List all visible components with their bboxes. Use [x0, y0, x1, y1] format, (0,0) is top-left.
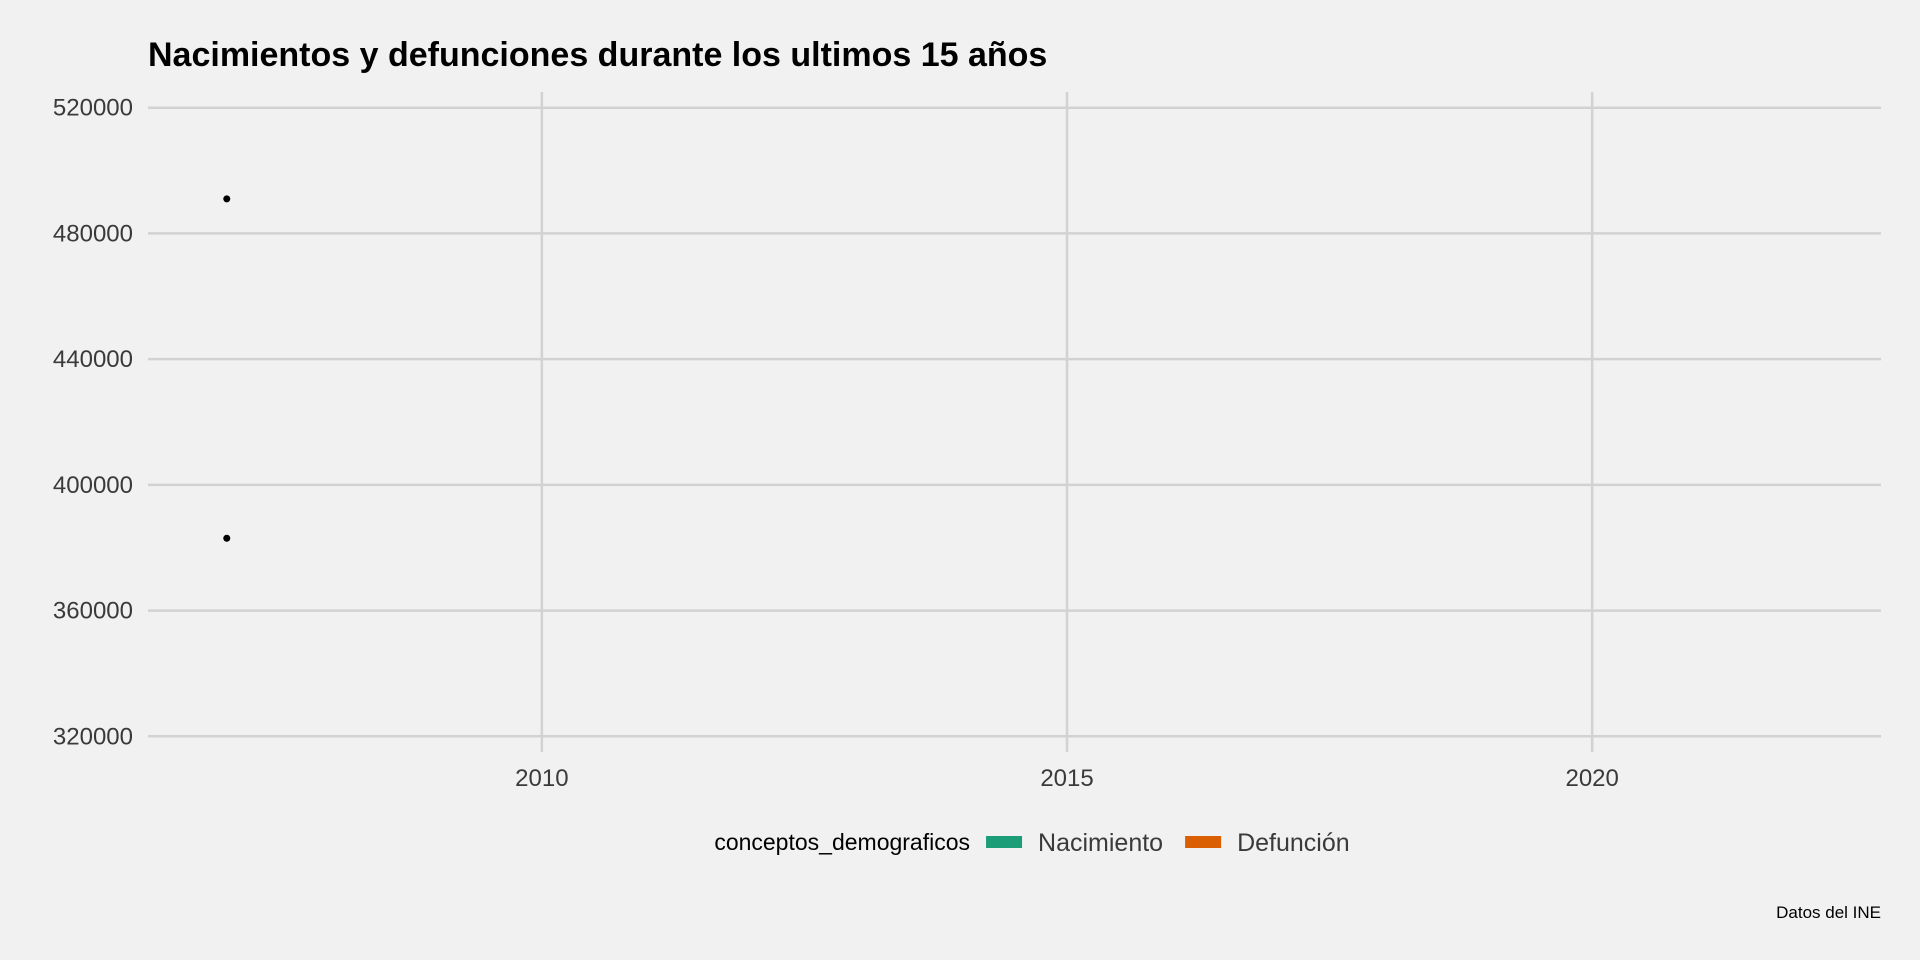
y-tick-label: 520000	[53, 95, 133, 122]
legend: conceptos_demograficos Nacimiento Defunció…	[714, 829, 1349, 857]
y-tick-label: 360000	[53, 598, 133, 625]
grid-lines	[148, 92, 1881, 752]
x-tick-label: 2010	[515, 765, 568, 792]
y-tick-label: 320000	[53, 723, 133, 750]
legend-key-defuncion	[1185, 836, 1222, 848]
x-tick-label: 2020	[1565, 765, 1618, 792]
chart-title: Nacimientos y defunciones durante los ul…	[148, 36, 1047, 74]
x-tick-label: 2015	[1040, 765, 1093, 792]
legend-label-nacimiento: Nacimiento	[1038, 829, 1163, 857]
data-point-defuncion	[223, 534, 231, 542]
legend-label-defuncion: Defunción	[1237, 829, 1350, 857]
data-point-nacimiento	[223, 195, 231, 203]
data-points	[223, 195, 231, 542]
y-tick-label: 440000	[53, 346, 133, 373]
legend-key-nacimiento	[986, 836, 1023, 848]
x-axis-ticks: 2010 2015 2020	[515, 765, 1619, 792]
y-tick-label: 400000	[53, 472, 133, 499]
y-tick-label: 480000	[53, 220, 133, 247]
legend-title: conceptos_demograficos	[714, 829, 970, 855]
y-axis-ticks: 320000 360000 400000 440000 480000 520000	[53, 95, 133, 751]
chart-caption: Datos del INE	[1776, 903, 1881, 922]
